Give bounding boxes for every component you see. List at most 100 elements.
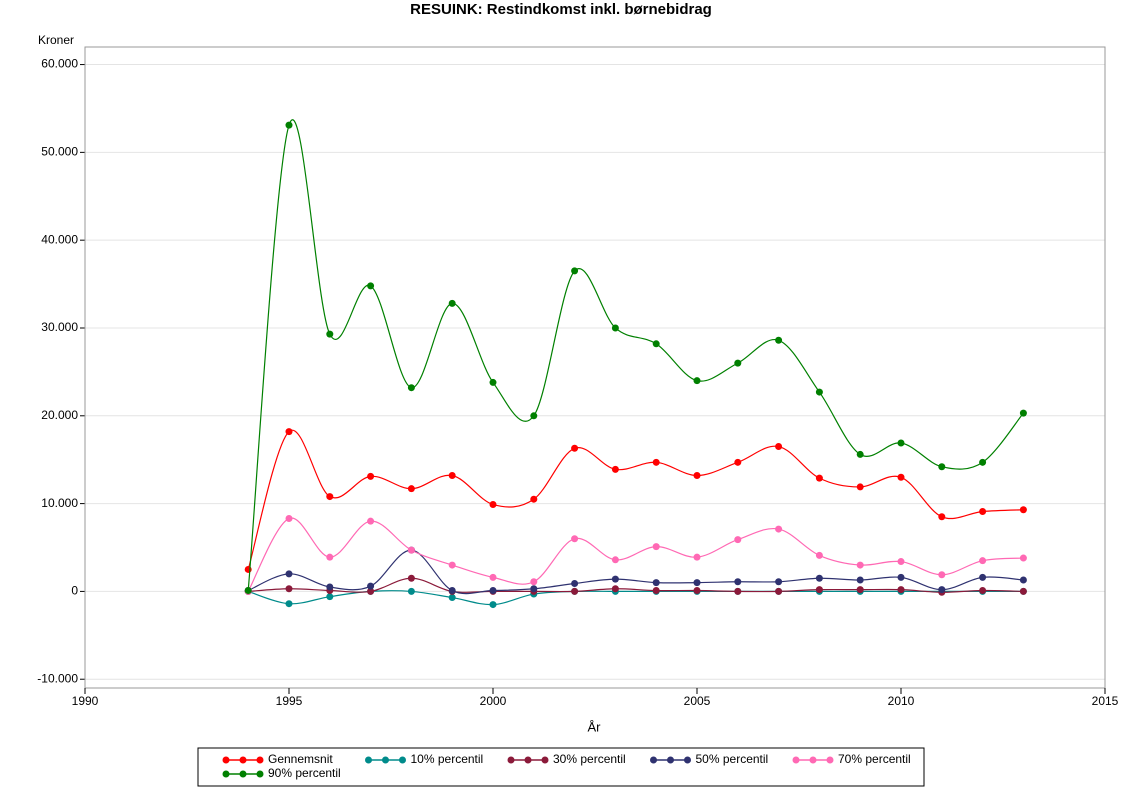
data-point xyxy=(367,517,375,525)
data-point xyxy=(979,573,987,581)
legend-marker xyxy=(684,756,691,764)
data-point xyxy=(367,587,375,595)
data-point xyxy=(652,587,660,595)
data-point xyxy=(938,463,946,471)
data-point xyxy=(407,587,415,595)
data-point xyxy=(244,587,252,595)
data-point xyxy=(897,586,905,594)
data-point xyxy=(734,458,742,466)
data-point xyxy=(611,585,619,593)
data-point xyxy=(326,493,334,501)
legend-marker xyxy=(650,756,657,764)
data-point xyxy=(285,570,293,578)
legend-label: 10% percentil xyxy=(411,752,484,766)
data-point xyxy=(489,573,497,581)
legend-box xyxy=(197,747,925,787)
legend-label: Gennemsnit xyxy=(268,752,333,766)
data-point xyxy=(1019,506,1027,514)
data-point xyxy=(693,579,701,587)
data-point xyxy=(611,465,619,473)
y-tick-label: 50.000 xyxy=(41,145,78,159)
legend-marker xyxy=(667,756,674,764)
data-point xyxy=(652,340,660,348)
data-point xyxy=(856,561,864,569)
data-point xyxy=(326,593,334,601)
data-point xyxy=(938,513,946,521)
legend-marker xyxy=(222,756,230,764)
data-point xyxy=(571,444,579,452)
data-point xyxy=(611,575,619,583)
data-point xyxy=(856,576,864,584)
data-point xyxy=(734,536,742,544)
y-tick-label: 20.000 xyxy=(41,408,78,422)
data-point xyxy=(815,474,823,482)
series-line xyxy=(247,549,1024,595)
legend-marker xyxy=(541,756,549,764)
data-point xyxy=(979,587,987,595)
data-point xyxy=(938,571,946,579)
data-point xyxy=(775,587,783,595)
data-point xyxy=(367,582,375,590)
data-point xyxy=(530,412,538,420)
series-line xyxy=(247,429,1024,570)
data-point xyxy=(285,121,293,129)
data-point xyxy=(407,546,415,554)
data-point xyxy=(448,472,456,480)
data-point xyxy=(938,586,946,594)
x-tick-label: 2000 xyxy=(480,694,507,708)
data-point xyxy=(326,330,334,338)
data-point xyxy=(530,585,538,593)
data-point xyxy=(530,495,538,503)
data-point xyxy=(979,557,987,565)
data-point xyxy=(775,525,783,533)
data-point xyxy=(815,551,823,559)
legend-marker xyxy=(222,770,230,778)
legend-marker xyxy=(239,756,247,764)
data-point xyxy=(775,336,783,344)
data-point xyxy=(775,578,783,586)
data-point xyxy=(285,428,293,436)
x-tick-label: 2010 xyxy=(888,694,915,708)
data-point xyxy=(815,574,823,582)
data-point xyxy=(530,578,538,586)
data-point xyxy=(285,515,293,523)
data-point xyxy=(856,450,864,458)
legend-marker xyxy=(524,756,532,764)
y-tick-label: 10.000 xyxy=(41,496,78,510)
y-tick-label: 40.000 xyxy=(41,232,78,246)
x-tick-label: 2005 xyxy=(684,694,711,708)
data-point xyxy=(652,579,660,587)
data-point xyxy=(734,578,742,586)
data-point xyxy=(448,561,456,569)
data-point xyxy=(979,508,987,516)
y-tick-label: -10.000 xyxy=(37,671,78,685)
data-point xyxy=(693,472,701,480)
data-point xyxy=(367,282,375,290)
legend-marker xyxy=(809,756,817,764)
data-point xyxy=(611,556,619,564)
x-tick-label: 1995 xyxy=(276,694,303,708)
data-point xyxy=(407,485,415,493)
data-point xyxy=(285,600,293,608)
data-point xyxy=(326,553,334,561)
data-point xyxy=(285,585,293,593)
legend-marker xyxy=(239,770,247,778)
data-point xyxy=(1019,554,1027,562)
data-point xyxy=(448,299,456,307)
data-point xyxy=(448,587,456,595)
legend-label: 50% percentil xyxy=(696,752,769,766)
data-point xyxy=(489,378,497,386)
data-point xyxy=(775,443,783,451)
legend-marker xyxy=(382,756,389,764)
data-point xyxy=(815,388,823,396)
data-point xyxy=(571,267,579,275)
data-point xyxy=(571,535,579,543)
legend-marker xyxy=(256,770,264,778)
data-point xyxy=(489,500,497,508)
legend-marker xyxy=(399,756,406,764)
y-tick-label: 30.000 xyxy=(41,320,78,334)
data-point xyxy=(693,587,701,595)
data-point xyxy=(897,473,905,481)
